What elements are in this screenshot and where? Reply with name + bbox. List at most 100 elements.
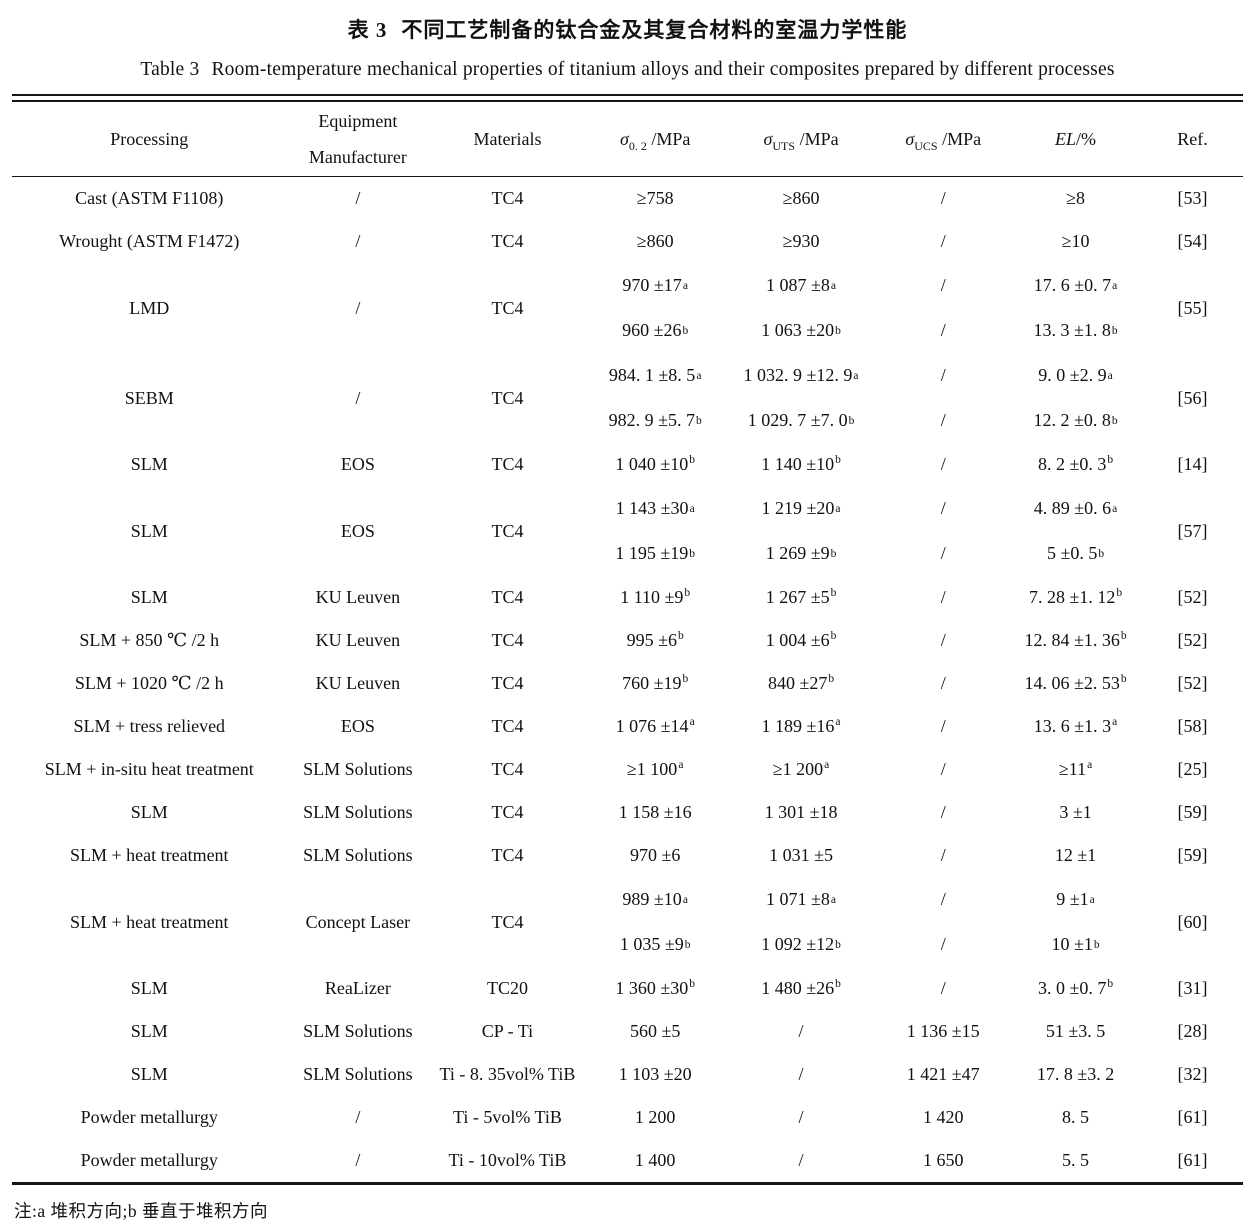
cell-materials: TC20 bbox=[486, 978, 528, 998]
table-row: LMD / TC4 970 ±17 a 960 ±26 b 1 087 ±8 a 1 063 ±2… bbox=[12, 263, 1243, 353]
cell-materials: TC4 bbox=[491, 911, 524, 932]
cell-processing: SLM + heat treatment bbox=[69, 845, 229, 865]
cell-equipment: SLM Solutions bbox=[303, 759, 413, 779]
column-header-uts: σUTS /MPa bbox=[724, 102, 878, 177]
cell-ref: [54] bbox=[1177, 231, 1208, 251]
cell-sigma02-line-b: 960 ±26 b bbox=[622, 320, 689, 340]
cell-uts: 1 189 ±16a bbox=[761, 716, 841, 736]
cell-equipment: / bbox=[355, 297, 361, 318]
cell-el: 9 ±1 a 10 ±1 b bbox=[1009, 877, 1142, 967]
cell-materials: Ti - 10vol% TiB bbox=[429, 1139, 586, 1185]
cell-ref: [60] bbox=[1177, 911, 1208, 932]
cell-el: ≥10 bbox=[1061, 231, 1090, 251]
cell-el: 8. 2 ±0. 3b bbox=[1037, 454, 1114, 474]
cell-uts-line-a: 1 087 ±8 a bbox=[766, 275, 837, 295]
cell-sigma02: ≥860 bbox=[636, 231, 674, 251]
cell-sigma02: 1 400 bbox=[585, 1139, 725, 1185]
cell-sigma02-line-b: 1 195 ±19 b bbox=[615, 543, 695, 563]
cell-uts: 1 219 ±20 a 1 269 ±9 b bbox=[725, 486, 878, 576]
cell-sigma02-line-a: 989 ±10 a bbox=[622, 889, 688, 909]
column-header-ucs: σUCS /MPa bbox=[877, 102, 1010, 177]
cell-equipment: / bbox=[355, 231, 361, 251]
cell-ref: [55] bbox=[1177, 297, 1208, 318]
cell-ref: [28] bbox=[1177, 1021, 1208, 1041]
cell-equipment: SLM Solutions bbox=[303, 1021, 413, 1041]
cell-el-line-b: 10 ±1 b bbox=[1051, 934, 1100, 954]
cell-ucs-line-b: / bbox=[940, 410, 946, 430]
cell-sigma02: 1 040 ±10b bbox=[615, 454, 695, 474]
cell-materials: TC4 bbox=[491, 387, 524, 408]
cell-el-line-a: 9 ±1 a bbox=[1056, 889, 1095, 909]
cell-ucs: / bbox=[940, 630, 946, 650]
cell-materials: Ti - 8. 35vol% TiB bbox=[439, 1064, 576, 1084]
cell-ucs: 1 421 ±47 bbox=[906, 1064, 980, 1084]
cell-ucs: / / bbox=[877, 263, 1009, 353]
cell-el: 12 ±1 bbox=[1054, 845, 1097, 865]
cell-processing: SLM bbox=[130, 1021, 168, 1041]
cell-processing: LMD bbox=[129, 297, 170, 318]
cell-uts-line-b: 1 269 ±9 b bbox=[765, 543, 837, 563]
cell-processing: SLM bbox=[130, 520, 168, 541]
cell-sigma02: 1 076 ±14a bbox=[615, 716, 695, 736]
table-header: Processing Equipment Manufacturer Materials… bbox=[12, 102, 1243, 177]
cell-materials: TC4 bbox=[491, 759, 524, 779]
cell-processing: Cast (ASTM F1108) bbox=[75, 188, 224, 208]
cell-el: 17. 8 ±3. 2 bbox=[1036, 1064, 1115, 1084]
cell-ucs-line-a: / bbox=[940, 275, 946, 295]
cell-processing: SLM bbox=[130, 802, 168, 822]
cell-el: 13. 6 ±1. 3a bbox=[1033, 716, 1118, 736]
cell-sigma02: 970 ±17 a 960 ±26 b bbox=[586, 263, 725, 353]
cell-el: 14. 06 ±2. 53b bbox=[1024, 673, 1127, 693]
cell-processing: SLM bbox=[130, 1064, 168, 1084]
cell-ucs: / bbox=[940, 673, 946, 693]
table-number-english: Table 3 bbox=[140, 59, 200, 80]
cell-ucs-line-a: / bbox=[940, 889, 946, 909]
cell-equipment: EOS bbox=[340, 454, 375, 474]
table-title-english: Table 3 Room-temperature mechanical prope… bbox=[12, 59, 1243, 81]
cell-equipment: KU Leuven bbox=[315, 630, 401, 650]
table-row: SLM + in-situ heat treatment SLM Solution… bbox=[12, 748, 1243, 791]
cell-sigma02: 1 110 ±9b bbox=[620, 587, 691, 607]
table-title-chinese: 表 3 不同工艺制备的钛合金及其复合材料的室温力学性能 bbox=[12, 14, 1243, 44]
table-footnote: 注:a 堆积方向;b 垂直于堆积方向 bbox=[14, 1201, 268, 1221]
table-number-chinese: 表 3 bbox=[347, 18, 388, 42]
table-row: SLM + tress relieved EOS TC4 1 076 ±14a 1 18… bbox=[12, 705, 1243, 748]
table-row: SLM EOS TC4 1 040 ±10b 1 140 ±10b / 8. 2 ±0. 3… bbox=[12, 443, 1243, 486]
cell-uts: ≥930 bbox=[782, 231, 820, 251]
cell-uts-line-b: 1 092 ±12 b bbox=[761, 934, 841, 954]
cell-ref: [58] bbox=[1177, 716, 1208, 736]
cell-ucs: / bbox=[940, 845, 946, 865]
cell-ucs: / / bbox=[877, 486, 1009, 576]
cell-equipment: EOS bbox=[340, 520, 375, 541]
table-top-double-rule bbox=[12, 94, 1243, 102]
table-row: SLM + 1020 ℃ /2 h KU Leuven TC4 760 ±19b 840… bbox=[12, 662, 1243, 705]
cell-equipment: SLM Solutions bbox=[303, 1064, 413, 1084]
cell-equipment: EOS bbox=[340, 716, 375, 736]
cell-ref: [31] bbox=[1177, 978, 1208, 998]
cell-sigma02: 995 ±6b bbox=[626, 630, 684, 650]
cell-materials: TC4 bbox=[491, 297, 524, 318]
cell-ref: [59] bbox=[1177, 802, 1208, 822]
cell-equipment: KU Leuven bbox=[315, 673, 401, 693]
cell-ucs: / bbox=[940, 759, 946, 779]
cell-ucs: / bbox=[940, 716, 946, 736]
cell-equipment: / bbox=[355, 1107, 361, 1127]
cell-sigma02: 1 158 ±16 bbox=[618, 802, 692, 822]
cell-materials: TC4 bbox=[491, 188, 524, 208]
cell-equipment: SLM Solutions bbox=[303, 802, 413, 822]
cell-ref: [53] bbox=[1177, 188, 1208, 208]
cell-uts: 1 267 ±5b bbox=[765, 587, 837, 607]
cell-equipment: Concept Laser bbox=[305, 911, 411, 932]
cell-materials: Ti - 5vol% TiB bbox=[453, 1107, 562, 1127]
cell-el: 3 ±1 bbox=[1059, 802, 1092, 822]
table-row: SLM + heat treatment SLM Solutions TC4 970 … bbox=[12, 834, 1243, 877]
table-row: SLM + heat treatment Concept Laser TC4 989 … bbox=[12, 877, 1243, 967]
